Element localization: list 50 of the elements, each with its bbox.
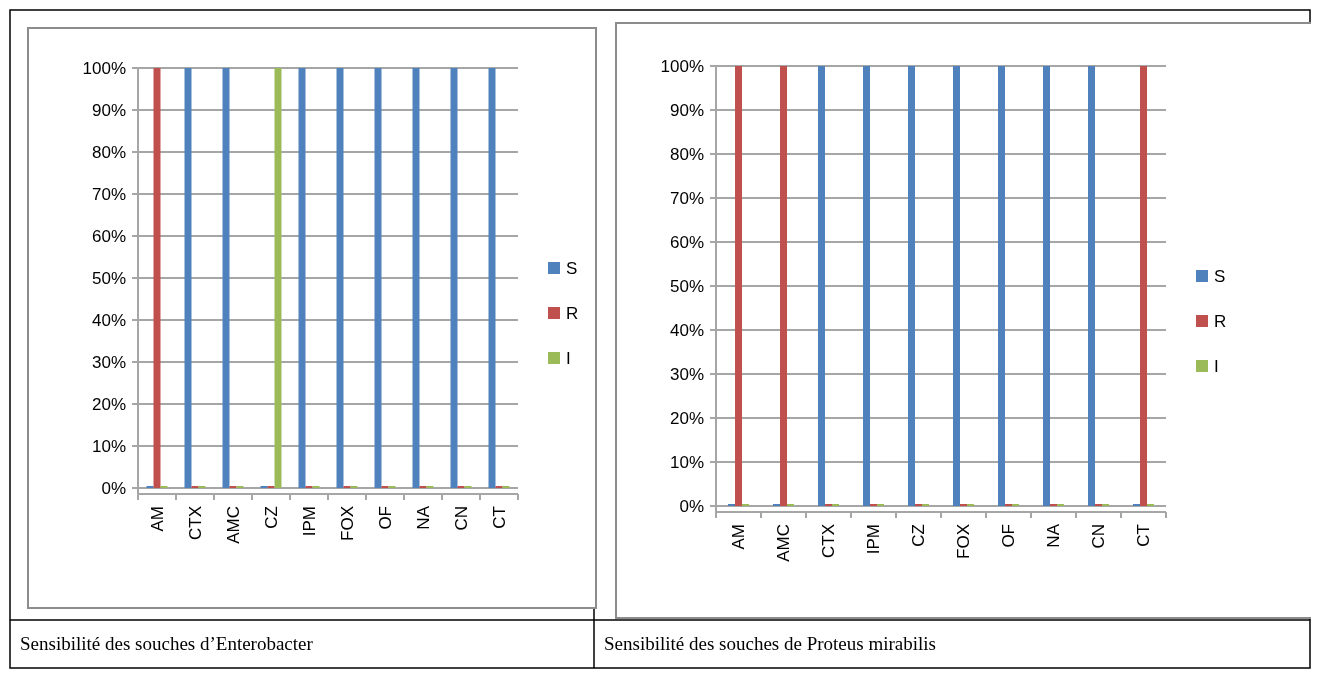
y-tick-label: 40%	[91, 310, 126, 330]
y-tick-label: 0%	[679, 496, 704, 516]
x-tick-label: AMC	[223, 506, 243, 544]
x-tick-label: NA	[413, 505, 433, 530]
x-tick-label: CZ	[909, 524, 929, 547]
y-tick-label: 90%	[91, 100, 126, 120]
x-tick-label: FOX	[954, 524, 974, 559]
y-tick-label: 50%	[669, 276, 704, 296]
x-tick-label: CN	[1089, 524, 1109, 549]
legend-label: S	[566, 258, 578, 278]
x-tick-label: IPM	[299, 506, 319, 537]
text: Sensibilité des souches d’Enterobacter	[20, 633, 314, 654]
y-tick-label: 90%	[669, 100, 704, 120]
legend-label: I	[566, 348, 571, 368]
x-tick-label: CZ	[261, 506, 281, 529]
y-tick-label: 30%	[669, 364, 704, 384]
y-tick-label: 100%	[660, 56, 704, 76]
x-tick-label: CN	[451, 506, 471, 531]
y-tick-label: 80%	[91, 142, 126, 162]
y-tick-label: 70%	[669, 188, 704, 208]
legend-label: I	[1214, 356, 1219, 376]
y-tick-label: 40%	[669, 320, 704, 340]
y-tick-label: 100%	[82, 58, 126, 78]
x-tick-label: CTX	[185, 506, 205, 540]
y-tick-label: 20%	[669, 408, 704, 428]
legend-label: S	[1214, 266, 1226, 286]
text: Sensibilité des souches de Proteus mirabilis	[604, 633, 936, 654]
x-tick-label: NA	[1044, 523, 1064, 548]
y-tick-label: 10%	[91, 436, 126, 456]
x-tick-label: AM	[729, 524, 749, 550]
x-tick-label: AMC	[774, 524, 794, 562]
y-tick-label: 70%	[91, 184, 126, 204]
y-tick-label: 30%	[91, 352, 126, 372]
x-tick-label: OF	[375, 506, 395, 530]
x-tick-label: CT	[489, 506, 509, 529]
legend-label: R	[1214, 311, 1227, 331]
y-tick-label: 20%	[91, 394, 126, 414]
x-tick-label: OF	[999, 524, 1019, 548]
y-tick-label: 0%	[101, 478, 126, 498]
x-tick-label: AM	[147, 506, 167, 532]
x-tick-label: FOX	[337, 506, 357, 541]
y-tick-label: 50%	[91, 268, 126, 288]
legend-label: R	[566, 303, 579, 323]
y-tick-label: 10%	[669, 452, 704, 472]
x-tick-label: IPM	[864, 524, 884, 555]
x-tick-label: CTX	[819, 524, 839, 558]
y-tick-label: 60%	[669, 232, 704, 252]
y-tick-label: 60%	[91, 226, 126, 246]
y-tick-label: 80%	[669, 144, 704, 164]
x-tick-label: CT	[1134, 524, 1154, 547]
